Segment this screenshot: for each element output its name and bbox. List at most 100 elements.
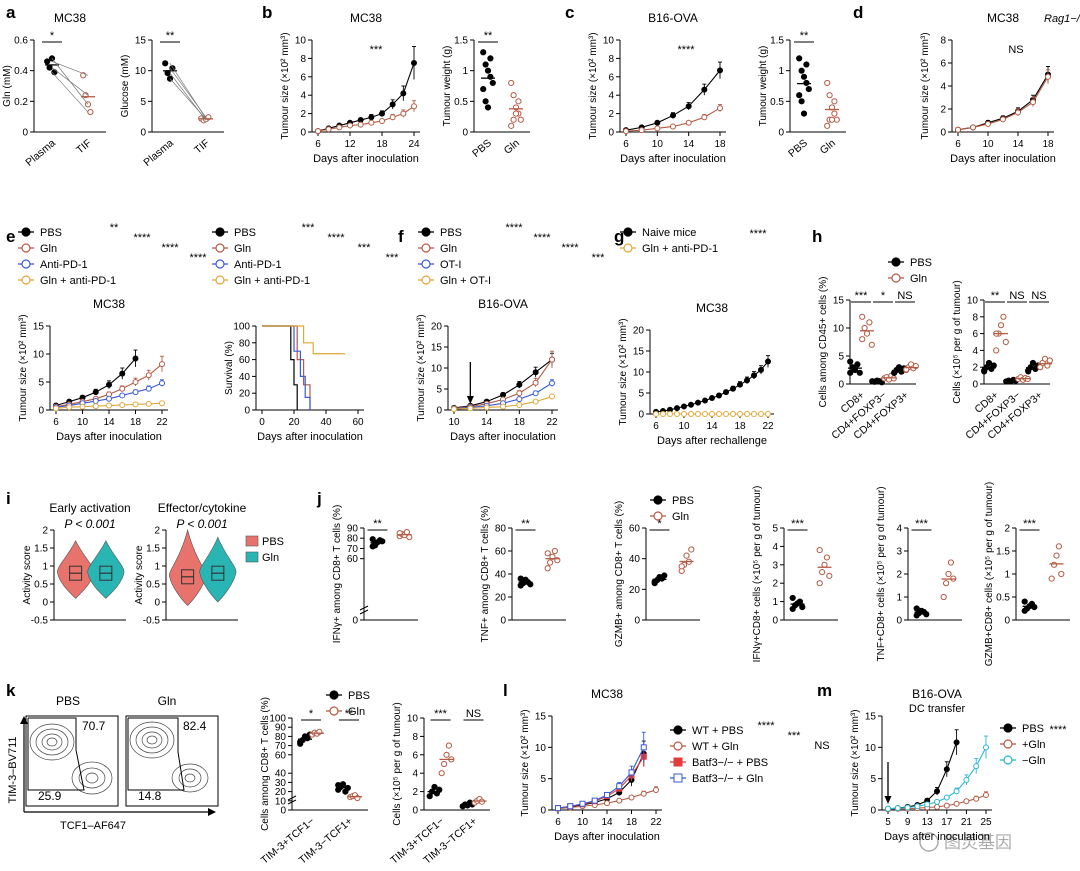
y-axis-label: IFNγ+ among CD8+ T cells (%) (332, 505, 343, 644)
legend-marker (891, 257, 901, 267)
legend-label: Gln + anti-PD-1 (642, 243, 718, 255)
y-tick-label: 80 (239, 338, 251, 349)
data-point (866, 319, 873, 326)
data-point (1037, 364, 1044, 371)
violin-shape (199, 536, 237, 603)
chart-title: Early activation (49, 501, 130, 515)
x-tick-label: 0 (259, 417, 265, 428)
y-tick-label: 0 (778, 128, 784, 139)
flow-title-gln: Gln (158, 694, 177, 708)
panel-letter-d: d (853, 3, 863, 22)
y-tick-label: 0 (772, 616, 778, 627)
chart-g1: MC38 0 5 10 15 20 Tumour size (×10² mm³) 6 10 14 1… (618, 227, 774, 447)
pair-line (169, 78, 207, 120)
survival-curve (262, 325, 311, 410)
data-point (856, 369, 863, 376)
y-tick-label: 20 (239, 389, 251, 400)
legend-marker (21, 259, 31, 269)
y-tick-label: 5 (436, 385, 442, 396)
watermark-text: 图灵基因 (944, 833, 1012, 852)
y-tick-label: 0 (300, 128, 306, 139)
data-point (1000, 313, 1007, 320)
y-tick-label: 6 (608, 72, 614, 83)
data-point (798, 67, 805, 74)
significance-label: **** (327, 232, 345, 244)
y-tick-label: 15 (535, 712, 547, 723)
data-point (730, 385, 736, 392)
y-tick-label: 5 (140, 97, 146, 108)
data-point (695, 411, 701, 417)
legend-label: Batf3−/− + Gln (692, 773, 763, 785)
x-tick-label: 14 (601, 817, 613, 828)
x-tick-label: 17 (941, 817, 953, 828)
data-point (681, 411, 687, 417)
data-point (510, 92, 517, 99)
y-tick-label: 4 (940, 82, 946, 93)
y-tick-label: 60 (347, 554, 359, 565)
y-axis-label: GZMB+ among CD8+ T cells (%) (614, 501, 625, 647)
legend-label: PBS (348, 690, 370, 702)
pair-line (51, 61, 89, 76)
chart-title: MC38 (93, 297, 125, 311)
flow-plot-pbs: PBS 70.7 25.9 (25, 694, 119, 807)
chart-title: MC38 (54, 11, 86, 25)
legend-label: WT + Gln (692, 741, 739, 753)
data-point (805, 85, 812, 93)
data-point (438, 770, 445, 777)
significance-label: NS (466, 708, 481, 720)
legend-label: PBS (672, 495, 694, 507)
x-tick-label: 18 (130, 417, 142, 428)
legend-marker (623, 227, 633, 237)
data-point (1053, 552, 1060, 559)
data-point (667, 411, 673, 417)
chart-i1: Early activation -0.5 0 0.5 1 1.5 2 Activity sc… (22, 501, 131, 627)
legend-marker (421, 243, 431, 253)
data-point (379, 117, 385, 124)
y-tick-label: 1 (154, 562, 160, 573)
data-point (478, 798, 485, 805)
data-point (567, 803, 574, 810)
flow-frame-pbs (25, 715, 119, 807)
x-tick-label: 6 (53, 417, 59, 428)
significance-label: ** (373, 518, 382, 530)
y-tick-label: 8 (300, 54, 306, 65)
data-point (981, 367, 988, 374)
data-point (347, 122, 353, 129)
y-tick-label: 4 (300, 91, 306, 102)
x-tick-label: 10 (652, 139, 664, 150)
significance-label: NS (1009, 290, 1024, 302)
data-point (1046, 357, 1053, 364)
y-axis-label: Activity score (22, 545, 33, 604)
y-tick-label: 1 (772, 597, 778, 608)
y-tick-label: 0.6 (14, 36, 28, 47)
data-point (66, 404, 73, 411)
significance-label: *** (370, 44, 384, 56)
y-tick-label: 2 (42, 526, 48, 537)
significance-label: **** (133, 232, 151, 244)
data-point (934, 798, 940, 805)
data-point (800, 110, 808, 117)
x-tick-label: 10 (577, 817, 589, 828)
y-axis-label: Survival (%) (224, 341, 235, 395)
data-point (983, 791, 989, 798)
flow-ylabel: TIM-3–BV711 (7, 736, 19, 803)
panel-letter-f: f (398, 227, 404, 246)
data-point (372, 542, 379, 549)
data-point (79, 403, 86, 410)
data-point (737, 381, 743, 388)
data-point (798, 98, 805, 105)
y-tick-label: 2 (940, 105, 946, 116)
chart-title: MC38 (696, 301, 728, 315)
x-axis-label: Days after inoculation (56, 431, 162, 443)
y-tick-label: 40 (495, 570, 507, 581)
chart-title: MC38 (350, 11, 382, 25)
x-tick-label: 13 (922, 817, 934, 828)
data-point (716, 411, 722, 417)
data-point (1045, 73, 1051, 80)
data-point (445, 742, 452, 749)
chart-j5: 0 1 2 3 4 TNF+CD8+ cells (×10⁵ per g of tumou… (876, 486, 962, 662)
significance-label: ** (484, 30, 493, 42)
significance-label: * (881, 290, 886, 302)
